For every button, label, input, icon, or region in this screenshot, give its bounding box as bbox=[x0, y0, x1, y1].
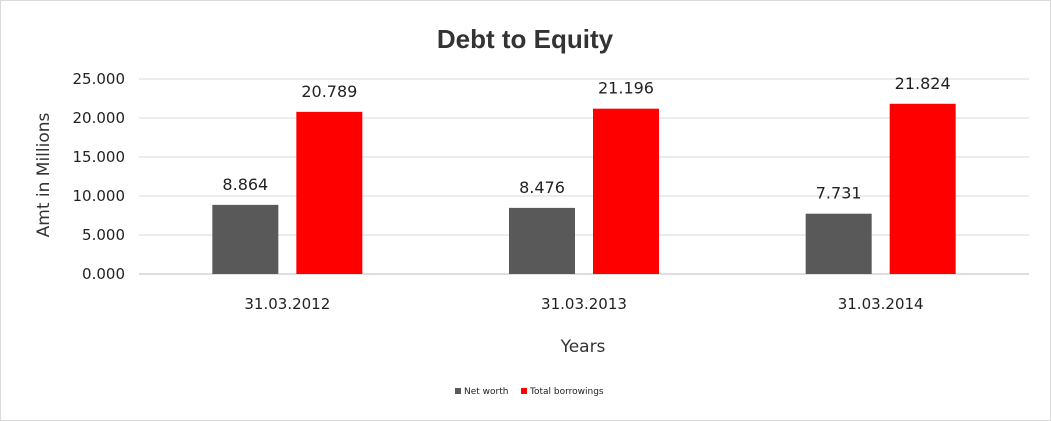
bar-net-worth bbox=[212, 204, 279, 274]
chart-title: Debt to Equity bbox=[437, 24, 614, 54]
y-axis-title: Amt in Millions bbox=[34, 112, 54, 237]
y-tick-label: 5.000 bbox=[82, 226, 125, 244]
y-tick-label: 10.000 bbox=[73, 187, 126, 205]
legend-label-total-borrowings: Total borrowings bbox=[529, 387, 604, 397]
x-tick-label: 31.03.2012 bbox=[244, 295, 330, 313]
data-label-total-borrowings: 21.824 bbox=[895, 74, 951, 93]
legend-label-net-worth: Net worth bbox=[464, 387, 508, 397]
y-tick-label: 15.000 bbox=[73, 148, 126, 166]
bar-net-worth bbox=[509, 207, 575, 274]
legend-swatch-net-worth bbox=[455, 388, 461, 394]
y-tick-label: 25.000 bbox=[73, 70, 126, 88]
data-label-total-borrowings: 20.789 bbox=[301, 82, 357, 101]
bar-total-borrowings bbox=[296, 111, 363, 275]
x-tick-label: 31.03.2013 bbox=[541, 295, 627, 313]
legend-swatch-total-borrowings bbox=[521, 388, 527, 394]
y-axis-ticks: 0.000 5.000 10.000 15.000 20.000 25.000 bbox=[73, 70, 126, 283]
x-tick-label: 31.03.2014 bbox=[838, 295, 924, 313]
bar-net-worth bbox=[805, 213, 872, 274]
data-label-net-worth: 8.864 bbox=[222, 175, 268, 194]
data-label-net-worth: 7.731 bbox=[816, 184, 862, 203]
data-label-total-borrowings: 21.196 bbox=[598, 79, 654, 98]
bars bbox=[212, 103, 956, 275]
y-tick-label: 20.000 bbox=[73, 109, 126, 127]
bar-total-borrowings bbox=[593, 108, 659, 274]
x-axis-ticks: 31.03.2012 31.03.2013 31.03.2014 bbox=[244, 295, 923, 313]
bar-total-borrowings bbox=[889, 103, 956, 274]
gridlines bbox=[139, 78, 1029, 275]
x-axis-title: Years bbox=[560, 337, 606, 357]
y-tick-label: 0.000 bbox=[82, 265, 125, 283]
data-label-net-worth: 8.476 bbox=[519, 178, 565, 197]
data-labels: 8.864 20.789 8.476 21.196 7.731 21.824 bbox=[222, 74, 950, 203]
legend: Net worth Total borrowings bbox=[455, 387, 604, 397]
